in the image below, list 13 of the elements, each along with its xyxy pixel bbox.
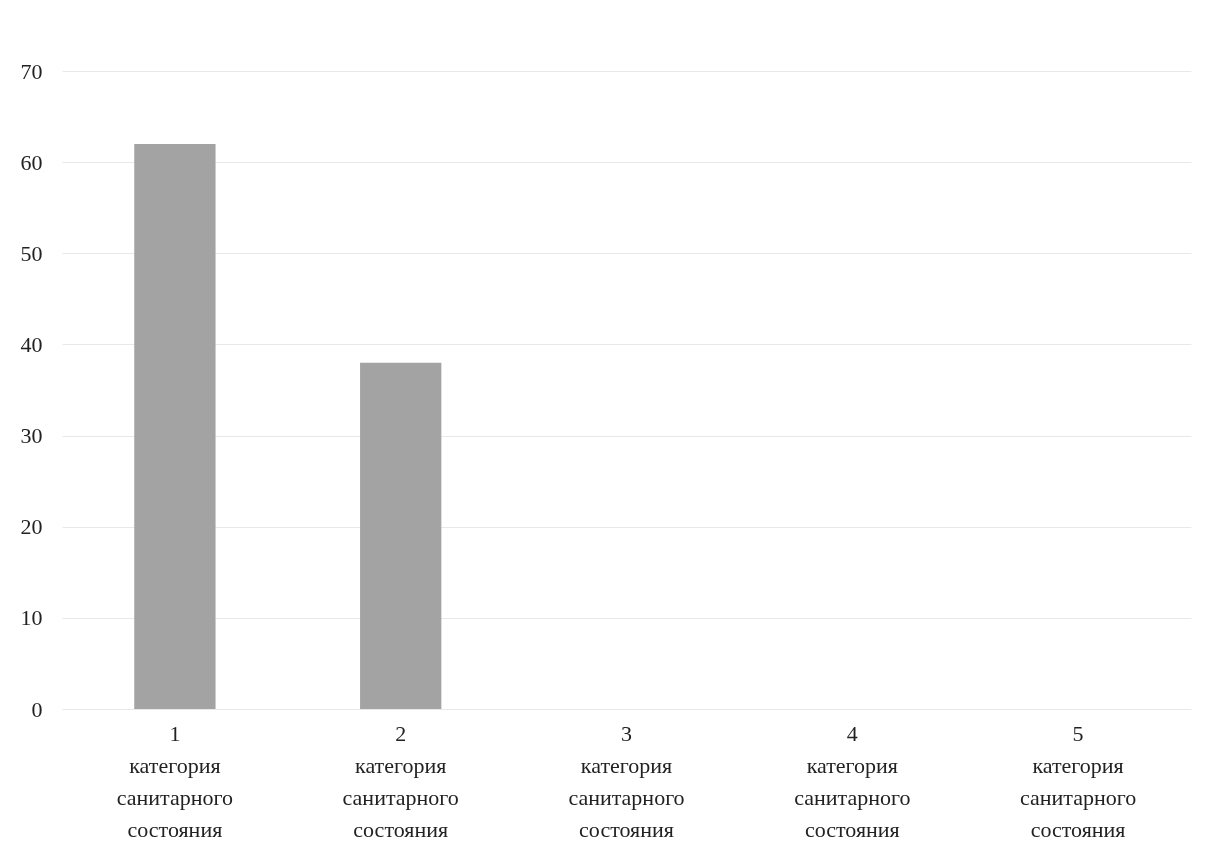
y-tick-label: 60	[20, 149, 43, 175]
x-tick-label: 5 категория санитарного состояния	[1019, 720, 1137, 842]
y-tick-label: 70	[20, 58, 43, 84]
x-tick-label: 2 категория санитарного состояния	[342, 720, 459, 842]
y-tick-label: 30	[20, 423, 43, 449]
y-tick-label: 40	[20, 331, 43, 357]
x-tick-label: 1 категория санитарного состояния	[116, 720, 234, 842]
y-tick-label: 10	[20, 605, 43, 631]
y-tick-label: 0	[31, 696, 43, 722]
y-tick-label: 50	[20, 240, 43, 266]
y-tick-label: 20	[20, 514, 43, 540]
x-tick-label: 3 категория санитарного состояния	[568, 720, 685, 842]
x-tick-label: 4 категория санитарного состояния	[794, 720, 911, 842]
